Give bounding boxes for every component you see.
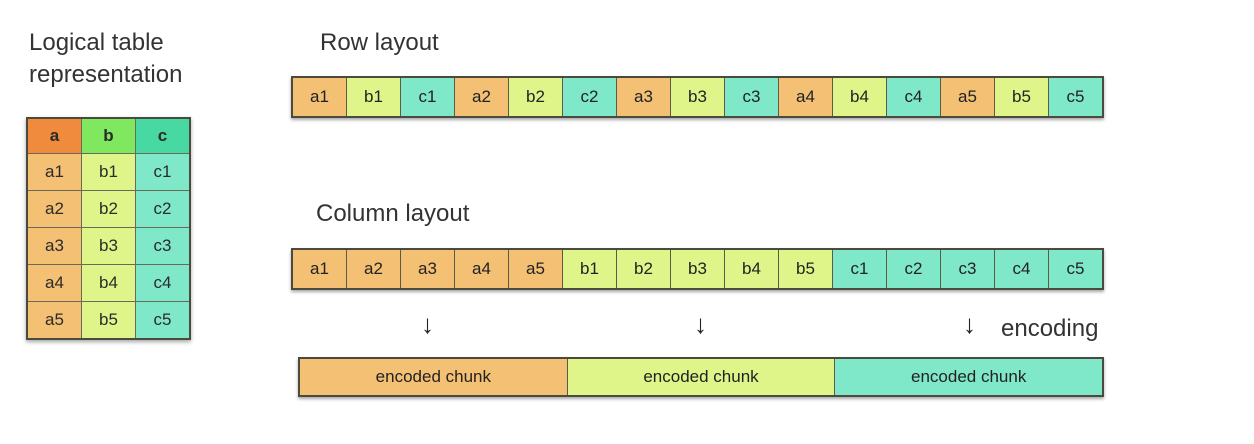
- logical-table-title-line1: Logical table: [29, 29, 164, 56]
- row-cell: a4: [779, 78, 833, 116]
- table-cell: b4: [81, 264, 136, 302]
- table-cell: b1: [81, 153, 136, 191]
- table-cell: b2: [81, 190, 136, 228]
- row-cell: c5: [1049, 78, 1102, 116]
- table-row: a2 b2 c2: [26, 190, 191, 228]
- encoded-chunk-c: encoded chunk: [835, 359, 1103, 395]
- table-cell: c3: [135, 227, 191, 265]
- table-cell: a1: [26, 153, 82, 191]
- table-row: a5 b5 c5: [26, 301, 191, 340]
- row-cell: b5: [995, 78, 1049, 116]
- table-cell: b3: [81, 227, 136, 265]
- logical-table: a b c a1 b1 c1 a2 b2 c2 a3 b3 c3 a4 b4 c…: [26, 117, 191, 340]
- row-cell: a5: [941, 78, 995, 116]
- column-cell: b1: [563, 250, 617, 288]
- column-cell: a1: [293, 250, 347, 288]
- logical-table-header-row: a b c: [26, 117, 191, 154]
- table-row: a1 b1 c1: [26, 153, 191, 191]
- table-cell: c2: [135, 190, 191, 228]
- table-row: a4 b4 c4: [26, 264, 191, 302]
- encoded-chunk-b: encoded chunk: [567, 359, 836, 395]
- column-cell: b5: [779, 250, 833, 288]
- column-layout-title: Column layout: [316, 200, 470, 227]
- table-row: a3 b3 c3: [26, 227, 191, 265]
- table-cell: b5: [81, 301, 136, 340]
- row-cell: b3: [671, 78, 725, 116]
- column-cell: a5: [509, 250, 563, 288]
- table-cell: c1: [135, 153, 191, 191]
- row-cell: b2: [509, 78, 563, 116]
- row-cell: c3: [725, 78, 779, 116]
- row-layout-strip: a1 b1 c1 a2 b2 c2 a3 b3 c3 a4 b4 c4 a5 b…: [291, 76, 1104, 118]
- encoding-label: encoding: [1001, 315, 1099, 342]
- column-cell: c1: [833, 250, 887, 288]
- row-cell: b4: [833, 78, 887, 116]
- table-cell: a2: [26, 190, 82, 228]
- header-b: b: [81, 117, 136, 154]
- down-arrow-icon: ↓: [421, 309, 434, 339]
- column-cell: b3: [671, 250, 725, 288]
- column-cell: c2: [887, 250, 941, 288]
- table-cell: c5: [135, 301, 191, 340]
- logical-table-title-line2: representation: [29, 61, 183, 88]
- down-arrow-icon: ↓: [694, 309, 707, 339]
- table-cell: a4: [26, 264, 82, 302]
- column-cell: c4: [995, 250, 1049, 288]
- column-cell: a2: [347, 250, 401, 288]
- encoded-chunk-a: encoded chunk: [300, 359, 568, 395]
- row-cell: b1: [347, 78, 401, 116]
- column-cell: a4: [455, 250, 509, 288]
- column-layout-strip: a1 a2 a3 a4 a5 b1 b2 b3 b4 b5 c1 c2 c3 c…: [291, 248, 1104, 290]
- table-cell: c4: [135, 264, 191, 302]
- header-c: c: [135, 117, 191, 154]
- down-arrow-icon: ↓: [963, 309, 976, 339]
- row-cell: c2: [563, 78, 617, 116]
- header-a: a: [26, 117, 82, 154]
- encoded-chunks-bar: encoded chunk encoded chunk encoded chun…: [298, 357, 1104, 397]
- column-cell: b2: [617, 250, 671, 288]
- column-cell: c3: [941, 250, 995, 288]
- column-cell: b4: [725, 250, 779, 288]
- row-cell: a2: [455, 78, 509, 116]
- row-cell: c1: [401, 78, 455, 116]
- row-cell: c4: [887, 78, 941, 116]
- row-layout-title: Row layout: [320, 29, 439, 56]
- column-cell: c5: [1049, 250, 1102, 288]
- row-cell: a3: [617, 78, 671, 116]
- table-cell: a3: [26, 227, 82, 265]
- table-cell: a5: [26, 301, 82, 340]
- row-cell: a1: [293, 78, 347, 116]
- column-cell: a3: [401, 250, 455, 288]
